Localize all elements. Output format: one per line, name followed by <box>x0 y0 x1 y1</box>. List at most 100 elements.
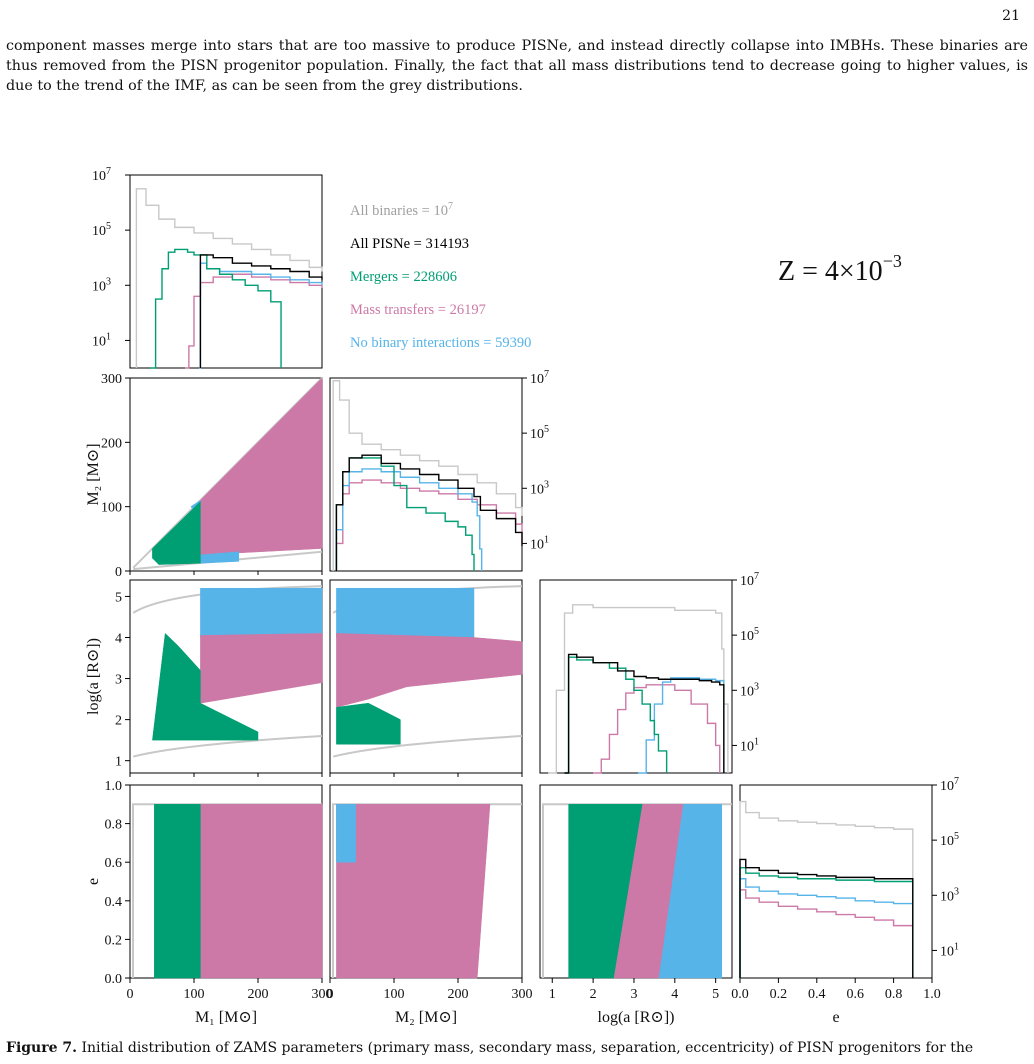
histogram-merger <box>335 457 475 571</box>
histogram-mt <box>185 273 323 369</box>
y-tick-label: 0.2 <box>105 933 123 948</box>
count-tick-label: 107 <box>740 571 759 589</box>
page-number: 21 <box>1002 8 1020 24</box>
boundary-line <box>132 735 323 758</box>
y-tick-label: 0 <box>115 565 122 580</box>
caption-label: Figure 7. <box>6 1040 77 1056</box>
y-tick-label: 1.0 <box>105 779 123 794</box>
histogram-noint <box>638 677 725 774</box>
count-tick-label: 101 <box>530 534 549 552</box>
legend-entry: No binary interactions = 59390 <box>350 335 531 351</box>
x-tick-label: 5 <box>712 987 719 1002</box>
count-tick-label: 107 <box>530 369 549 387</box>
histogram-pisne <box>335 454 523 571</box>
scatter-region-mergers <box>152 500 201 565</box>
histogram-mt <box>593 684 721 774</box>
body-paragraph: component masses merge into stars that a… <box>6 36 1028 96</box>
hist-panel-m1 <box>125 174 323 369</box>
histogram-merger <box>739 867 914 978</box>
scatter-region-mass-transfers <box>336 804 491 979</box>
x-tick-label: 0 <box>327 987 334 1002</box>
y-tick-label: 0.8 <box>105 818 123 833</box>
count-tick-label: 105 <box>740 626 759 644</box>
x-tick-label: 300 <box>512 987 533 1002</box>
panel-frame <box>329 377 523 572</box>
y-tick-label: 200 <box>101 436 122 451</box>
panel-frame <box>539 579 733 774</box>
histogram-merger <box>564 656 668 774</box>
figure-caption: Figure 7. Initial distribution of ZAMS p… <box>6 1040 1028 1056</box>
x-tick-label: 100 <box>184 987 205 1002</box>
count-tick-label: 101 <box>92 331 111 349</box>
scatter-panel-m1-m2 <box>129 377 323 572</box>
scatter-panel-m1-loga <box>129 579 323 774</box>
count-tick-label: 101 <box>740 736 759 754</box>
x-tick-label: 0.8 <box>885 987 903 1002</box>
x-tick-label: 200 <box>248 987 269 1002</box>
histogram-noint <box>199 262 323 369</box>
scatter-region-mass-transfers <box>200 633 323 704</box>
scatter-region-mergers <box>154 804 201 979</box>
scatter-region-no-interaction <box>336 587 475 638</box>
scatter-panel-loga-e <box>539 784 733 979</box>
count-tick-label: 105 <box>92 221 111 239</box>
metallicity-label: Z = 4×10−3 <box>778 251 902 287</box>
histogram-all <box>739 800 914 978</box>
x-tick-label: 0.6 <box>846 987 864 1002</box>
x-tick-label: 4 <box>671 987 678 1002</box>
x-tick-label: 2 <box>590 987 597 1002</box>
boundary-line <box>132 585 323 614</box>
histogram-mt <box>335 479 523 571</box>
histogram-noint <box>335 468 483 571</box>
legend-entry: Mergers = 228606 <box>350 269 457 285</box>
scatter-region-mass-transfers <box>200 804 323 979</box>
y-tick-label: 100 <box>101 501 122 516</box>
scatter-region-mergers <box>152 632 259 741</box>
legend-entry: All binaries = 107 <box>350 201 453 219</box>
count-tick-label: 103 <box>92 276 111 294</box>
paragraph-text: component masses merge into stars that a… <box>6 38 1028 94</box>
scatter-panel-m2-e <box>329 784 523 979</box>
histogram-noint <box>739 878 914 978</box>
y-tick-label: 5 <box>115 590 122 605</box>
count-tick-label: 101 <box>940 941 959 959</box>
histogram-all <box>135 188 323 368</box>
x-tick-label: 1.0 <box>923 987 941 1002</box>
scatter-region-mergers <box>568 804 643 979</box>
legend-entry: Mass transfers = 26197 <box>350 302 486 318</box>
histogram-pisne <box>199 254 323 368</box>
y-axis-label-m2: M₂ [M⊙] <box>85 443 102 505</box>
histogram-merger <box>150 248 282 369</box>
histogram-pisne <box>564 653 725 774</box>
scatter-panel-m1-e <box>129 784 323 979</box>
y-tick-label: 0.6 <box>105 856 123 871</box>
x-tick-label: 0.2 <box>770 987 788 1002</box>
x-tick-label: 300 <box>312 987 333 1002</box>
scatter-region-no-interaction <box>200 587 323 638</box>
y-tick-label: 2 <box>115 714 122 729</box>
count-tick-label: 103 <box>740 681 759 699</box>
hist-panel-loga <box>539 579 737 774</box>
x-axis-label-m1: M₁ [M⊙] <box>195 1009 257 1026</box>
x-tick-label: 0 <box>127 987 134 1002</box>
x-axis-label-e: e <box>832 1009 839 1026</box>
histogram-all <box>548 604 729 774</box>
hist-panel-e <box>739 784 937 979</box>
x-tick-label: 3 <box>630 987 637 1002</box>
x-tick-label: 1 <box>549 987 556 1002</box>
legend-entry: All PISNe = 314193 <box>350 236 469 252</box>
hist-panel-m2 <box>329 377 527 572</box>
y-tick-label: 3 <box>115 673 122 688</box>
x-tick-label: 0.4 <box>808 987 826 1002</box>
y-tick-label: 0.0 <box>105 972 123 987</box>
count-tick-label: 107 <box>940 776 959 794</box>
y-tick-label: 0.4 <box>105 895 123 910</box>
y-axis-label-loga: log(a [R⊙]) <box>85 638 102 715</box>
y-axis-label-e: e <box>85 878 102 885</box>
histogram-mt <box>739 889 914 978</box>
y-tick-label: 1 <box>115 755 122 770</box>
scatter-region-mergers <box>336 702 401 745</box>
count-tick-label: 105 <box>940 831 959 849</box>
x-axis-label-m2: M₂ [M⊙] <box>395 1009 457 1026</box>
x-tick-label: 200 <box>448 987 469 1002</box>
